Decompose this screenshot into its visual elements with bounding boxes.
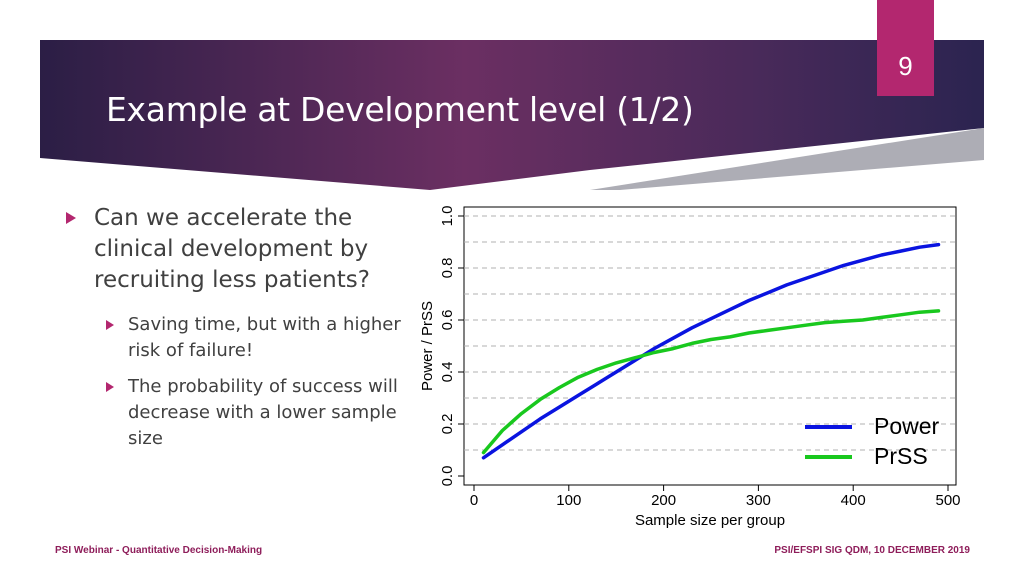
bullet-list: Can we accelerate the clinical developme…	[66, 203, 406, 452]
x-tick-label: 400	[841, 492, 866, 509]
slide-title: Example at Development level (1/2)	[106, 90, 694, 129]
y-tick-label: 0.4	[439, 362, 456, 383]
bullet-main-text: Can we accelerate the clinical developme…	[94, 205, 370, 293]
bullet-arrow-icon	[106, 320, 114, 330]
x-tick-label: 300	[746, 492, 771, 509]
footer-left: PSI Webinar - Quantitative Decision-Maki…	[55, 545, 263, 556]
x-tick-label: 500	[935, 492, 960, 509]
legend-label-prss: PrSS	[874, 443, 928, 469]
y-tick-label: 0.6	[439, 310, 456, 331]
x-axis-title: Sample size per group	[635, 512, 785, 529]
footer-right: PSI/EFSPI SIG QDM, 10 DECEMBER 2019	[774, 545, 970, 556]
header-band-accent	[590, 128, 984, 190]
y-axis-title: Power / PrSS	[419, 301, 436, 391]
series-line-prss	[481, 309, 941, 455]
page-number-text: 9	[898, 51, 913, 81]
y-tick-label: 0.2	[439, 414, 456, 435]
y-tick-label: 1.0	[439, 206, 456, 227]
series-line-power	[481, 242, 941, 460]
bullet-sub-1: Saving time, but with a higher risk of f…	[66, 312, 418, 364]
bullet-main: Can we accelerate the clinical developme…	[66, 203, 406, 296]
bullet-sub-1-text: Saving time, but with a higher risk of f…	[128, 314, 401, 361]
bullet-sub-2-text: The probability of success will decrease…	[128, 376, 398, 449]
y-tick-label: 0.0	[439, 466, 456, 487]
page-number: 9	[877, 0, 934, 96]
bullet-arrow-icon	[66, 212, 76, 224]
y-tick-label: 0.8	[439, 258, 456, 279]
header-band-shape	[40, 40, 984, 190]
bullet-sub-2: The probability of success will decrease…	[66, 374, 418, 452]
legend-label-power: Power	[874, 413, 940, 439]
bullet-arrow-icon	[106, 382, 114, 392]
x-tick-label: 200	[651, 492, 676, 509]
x-tick-label: 0	[470, 492, 478, 509]
x-tick-label: 100	[556, 492, 581, 509]
